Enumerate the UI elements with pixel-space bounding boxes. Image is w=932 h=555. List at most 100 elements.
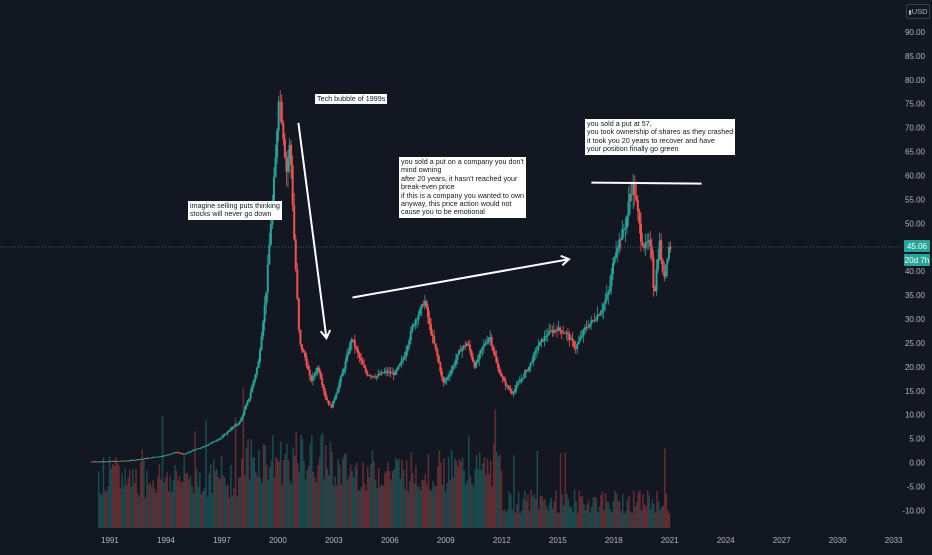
currency-badge[interactable]: ▮USD — [906, 4, 930, 19]
candle-body — [108, 461, 111, 462]
candle-body — [299, 329, 302, 345]
volume-bar — [466, 480, 469, 528]
volume-bar — [97, 471, 100, 528]
volume-bar — [281, 484, 284, 528]
volume-bar — [550, 497, 553, 528]
volume-bar — [430, 490, 433, 528]
volume-bar — [463, 470, 465, 528]
candle-body — [137, 459, 140, 461]
candle-body — [101, 461, 104, 463]
volume-bar — [534, 498, 537, 528]
volume-bar — [385, 471, 388, 528]
candle-body — [282, 123, 285, 140]
countdown-tag: 20d 7h — [905, 256, 929, 265]
volume-bar — [376, 487, 378, 528]
candle-body — [206, 445, 209, 446]
volume-bar — [309, 443, 312, 528]
volume-bar — [508, 491, 511, 528]
candle-body — [448, 374, 451, 377]
candle-body — [414, 320, 417, 325]
candle-body — [386, 370, 389, 373]
volume-bar — [471, 482, 473, 528]
y-tick-label: 10.00 — [905, 411, 926, 420]
volume-bar — [167, 491, 170, 528]
volume-bar — [171, 492, 173, 528]
y-axis[interactable]: 90.00 85.00 80.00 75.00 70.00 65.00 60.00 55.00… — [902, 28, 925, 516]
candle-body — [528, 366, 531, 371]
candle-body — [484, 343, 487, 345]
countdown-tag-bg — [904, 254, 930, 266]
volume-bar — [491, 486, 493, 528]
y-tick-label: 30.00 — [905, 315, 926, 324]
x-axis[interactable]: 1991 1994 1997 2000 2003 2006 2009 2012 2015 2018… — [101, 536, 903, 545]
candle-body — [133, 459, 136, 461]
candle-body — [161, 456, 164, 457]
volume-bar — [486, 458, 489, 528]
candle-body — [551, 330, 554, 333]
volume-bar — [612, 501, 615, 528]
candle-body — [552, 329, 555, 333]
x-tick-label: 1991 — [101, 536, 119, 545]
volume-bar — [250, 439, 252, 528]
volume-bar — [276, 459, 279, 528]
candle-body — [193, 449, 196, 451]
x-tick-label: 2003 — [325, 536, 343, 545]
candle-body — [125, 460, 128, 462]
volume-bar — [152, 480, 154, 528]
candle-body — [238, 421, 241, 424]
volume-bar — [295, 432, 298, 528]
candle-body — [582, 329, 585, 336]
candle-body — [131, 459, 134, 461]
candle-body — [618, 239, 621, 248]
candle-body — [534, 350, 537, 355]
y-tick-label: -10.00 — [902, 506, 925, 515]
volume-bar — [631, 513, 633, 528]
volume-bar — [634, 506, 637, 528]
volume-bar — [121, 473, 123, 528]
candle-body — [276, 130, 279, 158]
volume-bar — [365, 490, 367, 528]
candle-body — [562, 332, 565, 334]
candle-body — [243, 409, 246, 415]
x-tick-label: 1994 — [157, 536, 175, 545]
volume-bar — [511, 509, 514, 528]
candle-body — [240, 417, 243, 422]
volume-bar — [447, 456, 450, 528]
volume-bar — [625, 510, 627, 528]
volume-bar — [374, 480, 377, 528]
candle-body — [199, 447, 202, 449]
candle-body — [496, 362, 499, 368]
volume-bar — [660, 506, 663, 528]
volume-bar — [590, 506, 593, 528]
candle-body — [207, 444, 210, 446]
candle-body — [336, 388, 339, 394]
candle-body — [195, 449, 198, 450]
volume-bar — [282, 460, 285, 528]
annotation-note-1[interactable]: imagine selling puts thinking stocks wil… — [188, 201, 282, 220]
annotation-note-3[interactable]: you sold a put on a company you don't mi… — [399, 157, 527, 218]
volume-bar — [342, 458, 344, 528]
volume-bar — [474, 468, 476, 528]
volume-bar — [629, 511, 632, 528]
volume-bar — [206, 496, 209, 528]
candle-body — [249, 392, 252, 399]
candle-body — [237, 423, 240, 425]
candle-body — [585, 327, 588, 329]
arrow-head — [319, 329, 332, 341]
candle-body — [244, 405, 247, 410]
candle-body — [156, 456, 159, 458]
candle-body — [210, 442, 213, 444]
candle-body — [556, 330, 559, 331]
candle-body — [165, 454, 168, 456]
volume-bar — [615, 493, 618, 528]
volume-bar — [640, 510, 643, 528]
annotation-note-2[interactable]: Tech bubble of 1999s — [315, 94, 388, 105]
candle-body — [636, 200, 639, 212]
volume-bar — [443, 458, 445, 528]
volume-bar — [492, 443, 495, 528]
volume-bar — [107, 486, 109, 528]
volume-bar — [635, 502, 638, 528]
y-tick-label: 35.00 — [905, 291, 926, 300]
annotation-note-4[interactable]: you sold a put at 57, you took ownership… — [585, 119, 736, 155]
